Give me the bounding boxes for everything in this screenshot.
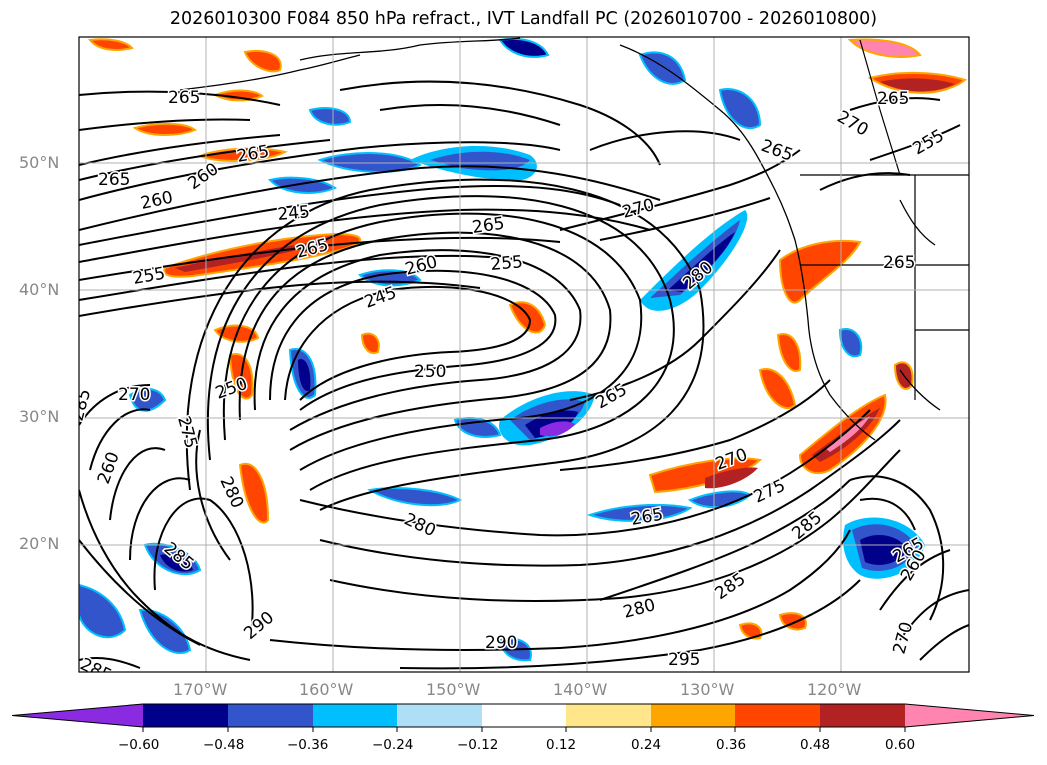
colorbar-tick-label: −0.24 xyxy=(372,737,414,753)
contour-label: 265 xyxy=(877,89,909,109)
colorbar-tick-label: −0.36 xyxy=(287,737,329,753)
lon-label-120w: 120°W xyxy=(807,680,862,699)
colorbar-segment xyxy=(313,704,397,727)
colorbar-tick-label: 0.36 xyxy=(716,737,747,753)
contour-label: 265 xyxy=(883,253,915,273)
map-title: 2026010300 F084 850 hPa refract., IVT La… xyxy=(169,9,878,29)
lat-label-20n: 20°N xyxy=(19,534,60,553)
positive-anomaly-coast xyxy=(778,239,862,304)
colorbar-segment xyxy=(228,704,313,727)
contour-label: 265 xyxy=(98,170,130,190)
colorbar xyxy=(11,703,1035,732)
lon-label-160w: 160°W xyxy=(299,680,354,699)
boundaries xyxy=(800,39,969,400)
lon-label-170w: 170°W xyxy=(173,680,228,699)
gridlines xyxy=(79,37,969,672)
contour-label: 295 xyxy=(668,650,700,670)
lon-label-150w: 150°W xyxy=(426,680,481,699)
contour-label: 245 xyxy=(277,202,311,225)
contour-label: 270 xyxy=(118,385,150,405)
lon-label-140w: 140°W xyxy=(553,680,608,699)
contour-label: 265 xyxy=(235,142,270,167)
colorbar-tick-label: −0.12 xyxy=(457,737,499,753)
colorbar-tick-label: 0.48 xyxy=(800,737,831,753)
colorbar-segment xyxy=(397,704,482,727)
contour-label: 255 xyxy=(490,252,524,275)
refractivity-contours xyxy=(79,80,969,670)
colorbar-segment xyxy=(820,704,905,727)
map-frame xyxy=(78,36,970,673)
colorbar-segment xyxy=(566,704,651,727)
colorbar-tick-label: 0.60 xyxy=(885,737,916,753)
contour-label: 265 xyxy=(168,88,200,108)
colorbar-segment xyxy=(143,704,228,727)
lat-label-40n: 40°N xyxy=(19,280,60,299)
contour-label: 250 xyxy=(414,362,446,382)
contour-label: 265 xyxy=(471,214,506,238)
positive-anomaly-nw-small xyxy=(132,122,197,136)
colorbar-tick-label: −0.60 xyxy=(118,737,160,753)
colorbar-segment xyxy=(735,704,820,727)
colorbar-tick-label: 0.12 xyxy=(546,737,577,753)
colorbar-segment xyxy=(651,704,735,727)
colorbar-segment xyxy=(12,704,143,727)
lat-label-50n: 50°N xyxy=(19,153,60,172)
colorbar-segment xyxy=(482,704,566,727)
lat-label-30n: 30°N xyxy=(19,407,60,426)
coastlines xyxy=(179,37,941,441)
contour-label: 290 xyxy=(485,633,517,653)
colorbar-tick-label: 0.24 xyxy=(631,737,662,753)
lon-label-130w: 130°W xyxy=(680,680,735,699)
colorbar-segment xyxy=(905,704,1034,727)
colorbar-tick-label: −0.48 xyxy=(203,737,245,753)
